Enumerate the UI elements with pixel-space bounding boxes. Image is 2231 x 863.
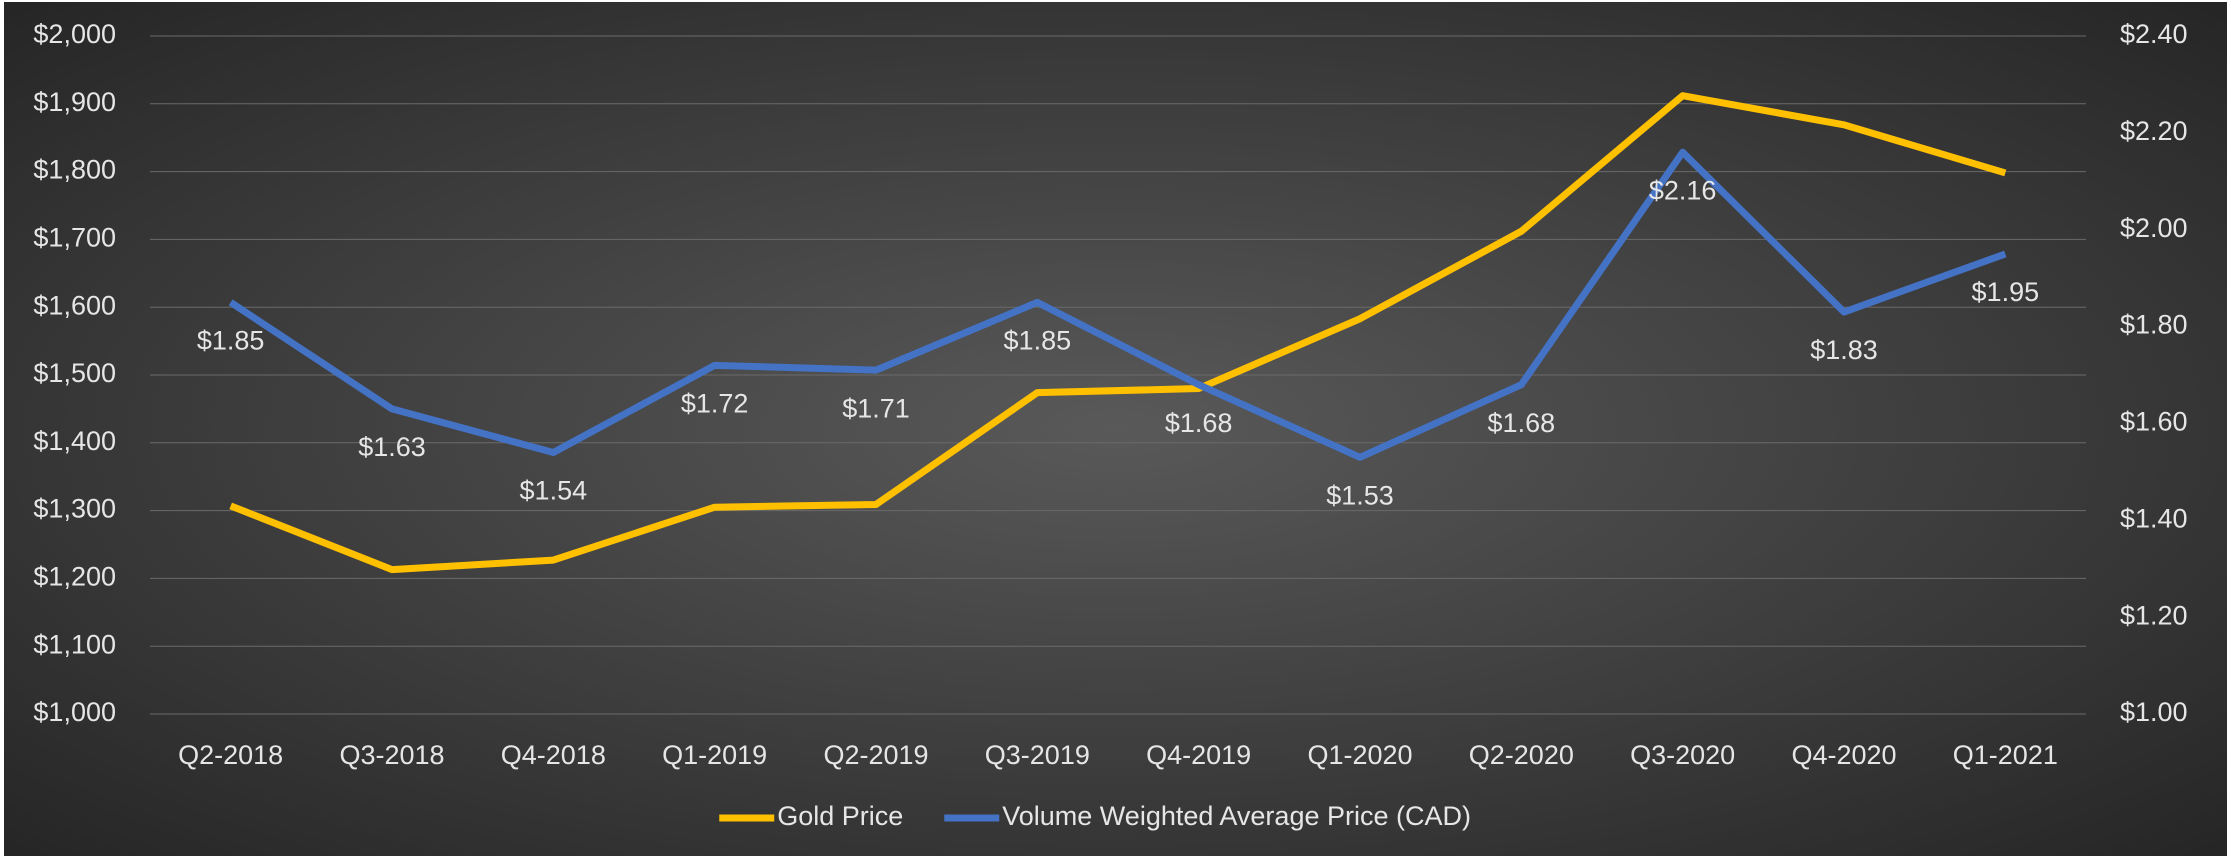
data-label: $1.68 (1488, 408, 1556, 438)
x-tick-label: Q1-2019 (662, 740, 767, 770)
y-tick-label: $1,300 (33, 494, 116, 524)
x-tick-label: Q3-2018 (339, 740, 444, 770)
data-label: $2.16 (1649, 175, 1717, 205)
data-label: $1.53 (1326, 480, 1394, 510)
data-label: $1.68 (1165, 408, 1233, 438)
y2-tick-label: $1.00 (2120, 697, 2188, 727)
y-tick-label: $1,900 (33, 87, 116, 117)
series-line (228, 148, 2007, 461)
x-tick-label: Q4-2018 (501, 740, 606, 770)
x-tick-label: Q2-2019 (823, 740, 928, 770)
data-label: $1.63 (358, 432, 426, 462)
data-label: $1.72 (681, 388, 749, 418)
data-label: $1.71 (842, 393, 910, 423)
x-tick-label: Q4-2019 (1146, 740, 1251, 770)
y2-tick-label: $2.20 (2120, 116, 2188, 146)
data-label: $1.95 (1972, 277, 2040, 307)
y2-tick-label: $1.80 (2120, 310, 2188, 340)
x-tick-label: Q3-2019 (985, 740, 1090, 770)
y-tick-label: $1,500 (33, 358, 116, 388)
x-tick-label: Q4-2020 (1791, 740, 1896, 770)
data-label: $1.83 (1810, 335, 1878, 365)
y-tick-label: $1,100 (33, 629, 116, 659)
y-tick-label: $1,600 (33, 290, 116, 320)
x-tick-label: Q2-2020 (1469, 740, 1574, 770)
y2-tick-label: $2.00 (2120, 213, 2188, 243)
y-tick-label: $1,800 (33, 155, 116, 185)
y2-tick-label: $2.40 (2120, 19, 2188, 49)
chart-background (4, 2, 2227, 856)
legend-label: Gold Price (777, 801, 903, 831)
y-tick-label: $1,200 (33, 562, 116, 592)
y-tick-label: $1,000 (33, 697, 116, 727)
y2-tick-label: $1.40 (2120, 503, 2188, 533)
x-tick-label: Q1-2020 (1307, 740, 1412, 770)
data-label: $1.85 (197, 325, 265, 355)
x-tick-label: Q1-2021 (1953, 740, 2058, 770)
legend-label: Volume Weighted Average Price (CAD) (1002, 801, 1471, 831)
data-label: $1.54 (520, 476, 588, 506)
y-tick-label: $1,400 (33, 426, 116, 456)
y-tick-label: $2,000 (33, 19, 116, 49)
y2-tick-label: $1.60 (2120, 407, 2188, 437)
x-tick-label: Q2-2018 (178, 740, 283, 770)
y-tick-label: $1,700 (33, 223, 116, 253)
x-tick-label: Q3-2020 (1630, 740, 1735, 770)
y2-tick-label: $1.20 (2120, 600, 2188, 630)
series-line (229, 92, 2007, 574)
data-label: $1.85 (1004, 325, 1072, 355)
